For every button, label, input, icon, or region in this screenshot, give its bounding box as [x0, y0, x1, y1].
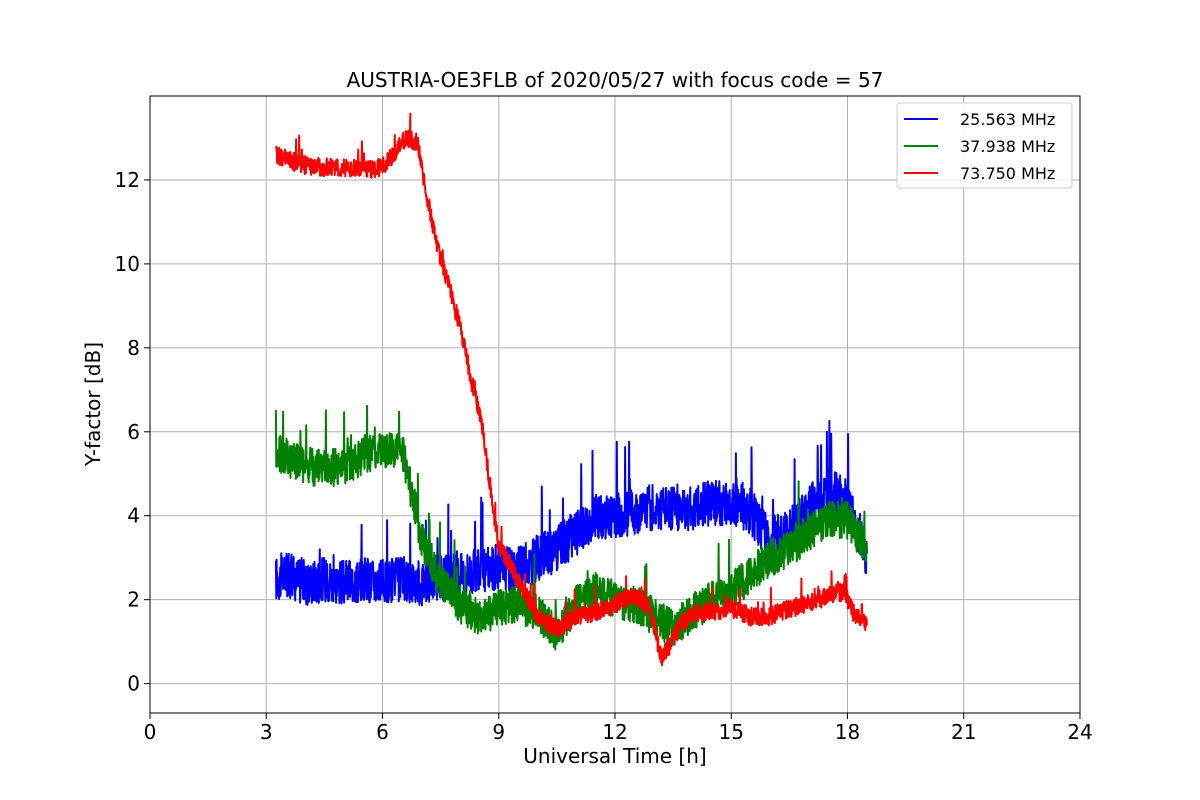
- legend-entry: 25.563 MHz: [960, 110, 1055, 129]
- x-tick-label: 9: [492, 720, 505, 744]
- x-tick-label: 12: [602, 720, 627, 744]
- y-tick-label: 6: [127, 420, 140, 444]
- x-tick-label: 6: [376, 720, 389, 744]
- x-tick-label: 0: [144, 720, 157, 744]
- grid: [149, 96, 1081, 713]
- series-group: [274, 112, 868, 667]
- series-line: [274, 419, 868, 607]
- x-tick-label: 3: [260, 720, 273, 744]
- y-axis-label: Y-factor [dB]: [81, 342, 105, 467]
- series-line: [274, 112, 868, 667]
- y-tick-label: 10: [115, 252, 140, 276]
- y-tick-label: 12: [115, 168, 140, 192]
- y-tick-label: 8: [127, 336, 140, 360]
- y-tick-label: 2: [127, 588, 140, 612]
- x-axis-label: Universal Time [h]: [523, 744, 706, 768]
- legend-entry: 37.938 MHz: [960, 137, 1055, 156]
- chart-title: AUSTRIA-OE3FLB of 2020/05/27 with focus …: [347, 68, 884, 92]
- x-tick-label: 18: [835, 720, 860, 744]
- legend-box: [896, 102, 1073, 189]
- legend: 25.563 MHz 37.938 MHz 73.750 MHz: [896, 102, 1073, 189]
- x-tick-label: 24: [1067, 720, 1092, 744]
- y-tick-label: 0: [127, 672, 140, 696]
- y-tick-label: 4: [127, 504, 140, 528]
- legend-entry: 73.750 MHz: [960, 164, 1055, 183]
- x-tick-label: 15: [719, 720, 744, 744]
- x-tick-label: 21: [951, 720, 976, 744]
